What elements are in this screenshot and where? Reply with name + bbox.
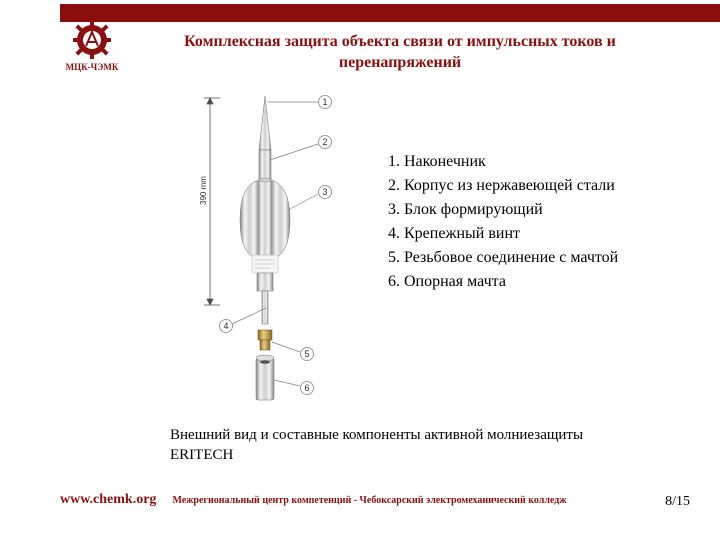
footer-url: www.chemk.org xyxy=(60,492,156,507)
footer: www.chemk.org Межрегиональный центр комп… xyxy=(60,490,690,520)
footer-org-name: Межрегиональный центр компетенций - Чебо… xyxy=(172,495,566,506)
parts-list: Наконечник Корпус из нержавеющей стали Б… xyxy=(380,150,618,294)
list-item: Наконечник xyxy=(404,150,618,174)
svg-text:5: 5 xyxy=(304,349,309,359)
parts-legend: Наконечник Корпус из нержавеющей стали Б… xyxy=(380,150,618,294)
top-bar xyxy=(60,4,720,22)
page-number: 8/15 xyxy=(665,494,690,510)
svg-text:4: 4 xyxy=(223,321,228,331)
svg-text:2: 2 xyxy=(322,137,327,147)
figure-caption: Внешний вид и составные компоненты актив… xyxy=(170,426,620,465)
page-current: 8 xyxy=(665,494,672,509)
page-title: Комплексная защита объекта связи от импу… xyxy=(130,32,670,74)
list-item: Резьбовое соединение с мачтой xyxy=(404,246,618,270)
list-item: Блок формирующий xyxy=(404,198,618,222)
list-item: Крепежный винт xyxy=(404,222,618,246)
page-total: 15 xyxy=(676,494,690,509)
dimension-label: 390 mm xyxy=(199,176,208,205)
list-item: Опорная мачта xyxy=(404,270,618,294)
device-diagram: 390 mm 1 xyxy=(180,90,350,410)
gear-logo-icon xyxy=(72,20,112,60)
svg-text:6: 6 xyxy=(304,383,309,393)
svg-text:3: 3 xyxy=(322,187,327,197)
org-logo-block: МЦК-ЧЭМК xyxy=(62,20,122,72)
svg-text:1: 1 xyxy=(322,97,327,107)
list-item: Корпус из нержавеющей стали xyxy=(404,174,618,198)
org-short-name: МЦК-ЧЭМК xyxy=(62,62,122,72)
